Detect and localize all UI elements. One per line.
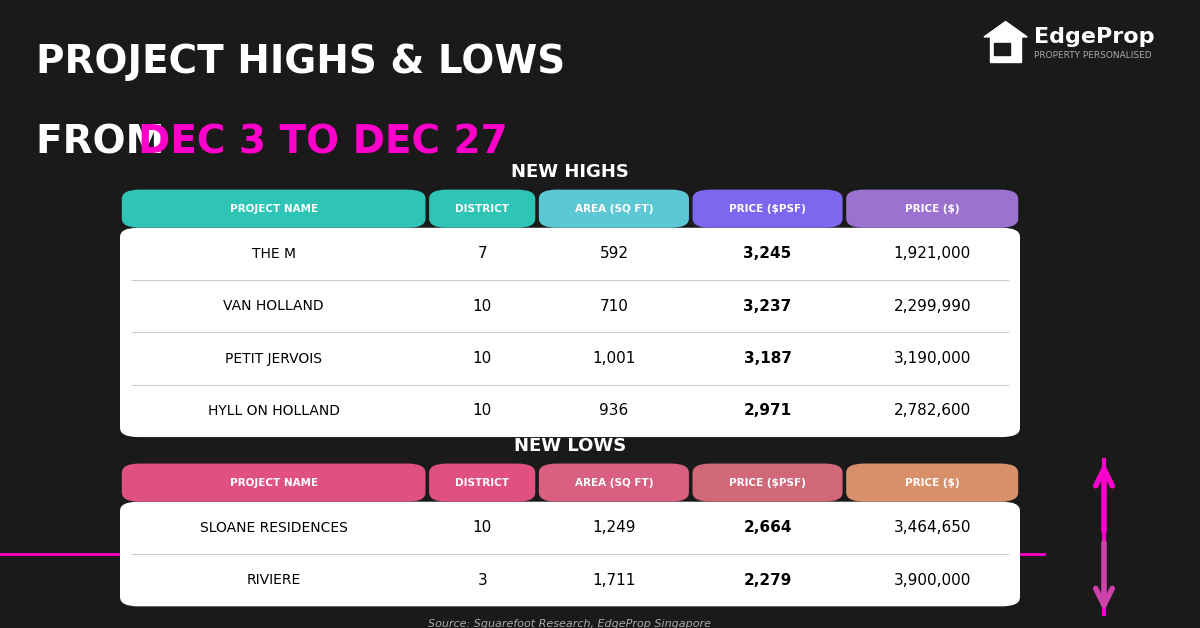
FancyBboxPatch shape: [692, 190, 842, 228]
Text: PROJECT NAME: PROJECT NAME: [229, 478, 318, 487]
Text: 3,190,000: 3,190,000: [894, 351, 971, 366]
Text: 936: 936: [599, 403, 629, 418]
FancyBboxPatch shape: [539, 190, 689, 228]
Text: DISTRICT: DISTRICT: [455, 478, 509, 487]
Text: RIVIERE: RIVIERE: [246, 573, 301, 587]
Text: 2,971: 2,971: [744, 403, 792, 418]
Text: HYLL ON HOLLAND: HYLL ON HOLLAND: [208, 404, 340, 418]
Text: 10: 10: [473, 351, 492, 366]
FancyBboxPatch shape: [120, 502, 1020, 607]
Text: PRICE ($PSF): PRICE ($PSF): [730, 203, 806, 214]
Text: 3,237: 3,237: [744, 299, 792, 314]
Text: 1,249: 1,249: [592, 521, 636, 535]
FancyBboxPatch shape: [430, 463, 535, 502]
Text: 2,299,990: 2,299,990: [893, 299, 971, 314]
Text: AREA (SQ FT): AREA (SQ FT): [575, 203, 653, 214]
Text: 710: 710: [600, 299, 629, 314]
FancyBboxPatch shape: [120, 228, 1020, 437]
Text: EdgeProp: EdgeProp: [1034, 27, 1154, 47]
FancyBboxPatch shape: [846, 463, 1018, 502]
FancyBboxPatch shape: [539, 463, 689, 502]
Text: DEC 3 TO DEC 27: DEC 3 TO DEC 27: [138, 123, 508, 161]
Text: VAN HOLLAND: VAN HOLLAND: [223, 300, 324, 313]
Text: PROJECT HIGHS & LOWS: PROJECT HIGHS & LOWS: [36, 43, 565, 81]
Text: 10: 10: [473, 521, 492, 535]
Text: 592: 592: [600, 246, 629, 261]
Polygon shape: [990, 37, 1021, 62]
Text: 3,187: 3,187: [744, 351, 792, 366]
Text: PROJECT NAME: PROJECT NAME: [229, 203, 318, 214]
Text: 2,279: 2,279: [743, 573, 792, 588]
Text: PETIT JERVOIS: PETIT JERVOIS: [226, 352, 322, 365]
FancyBboxPatch shape: [430, 190, 535, 228]
Text: AREA (SQ FT): AREA (SQ FT): [575, 478, 653, 487]
FancyBboxPatch shape: [122, 190, 426, 228]
Text: 10: 10: [473, 403, 492, 418]
Text: SLOANE RESIDENCES: SLOANE RESIDENCES: [199, 521, 348, 535]
Text: PRICE ($): PRICE ($): [905, 478, 960, 487]
FancyBboxPatch shape: [122, 463, 426, 502]
Text: DISTRICT: DISTRICT: [455, 203, 509, 214]
Text: 2,664: 2,664: [743, 521, 792, 535]
Text: NEW HIGHS: NEW HIGHS: [511, 163, 629, 181]
Polygon shape: [984, 21, 1027, 37]
FancyBboxPatch shape: [846, 190, 1018, 228]
Text: 2,782,600: 2,782,600: [894, 403, 971, 418]
Text: 3,245: 3,245: [744, 246, 792, 261]
Text: 10: 10: [473, 299, 492, 314]
Text: 1,001: 1,001: [593, 351, 636, 366]
Text: Source: Squarefoot Research, EdgeProp Singapore: Source: Squarefoot Research, EdgeProp Si…: [428, 619, 712, 628]
Text: 1,921,000: 1,921,000: [894, 246, 971, 261]
FancyBboxPatch shape: [692, 463, 842, 502]
Text: 3: 3: [478, 573, 487, 588]
Text: 3,900,000: 3,900,000: [894, 573, 971, 588]
Text: THE M: THE M: [252, 247, 295, 261]
Text: PRICE ($): PRICE ($): [905, 203, 960, 214]
Polygon shape: [994, 43, 1010, 55]
Text: FROM: FROM: [36, 123, 178, 161]
Text: NEW LOWS: NEW LOWS: [514, 437, 626, 455]
Text: 3,464,650: 3,464,650: [894, 521, 971, 535]
Text: 7: 7: [478, 246, 487, 261]
Text: 1,711: 1,711: [593, 573, 636, 588]
Text: PRICE ($PSF): PRICE ($PSF): [730, 478, 806, 487]
Text: PROPERTY PERSONALISED: PROPERTY PERSONALISED: [1034, 51, 1152, 60]
